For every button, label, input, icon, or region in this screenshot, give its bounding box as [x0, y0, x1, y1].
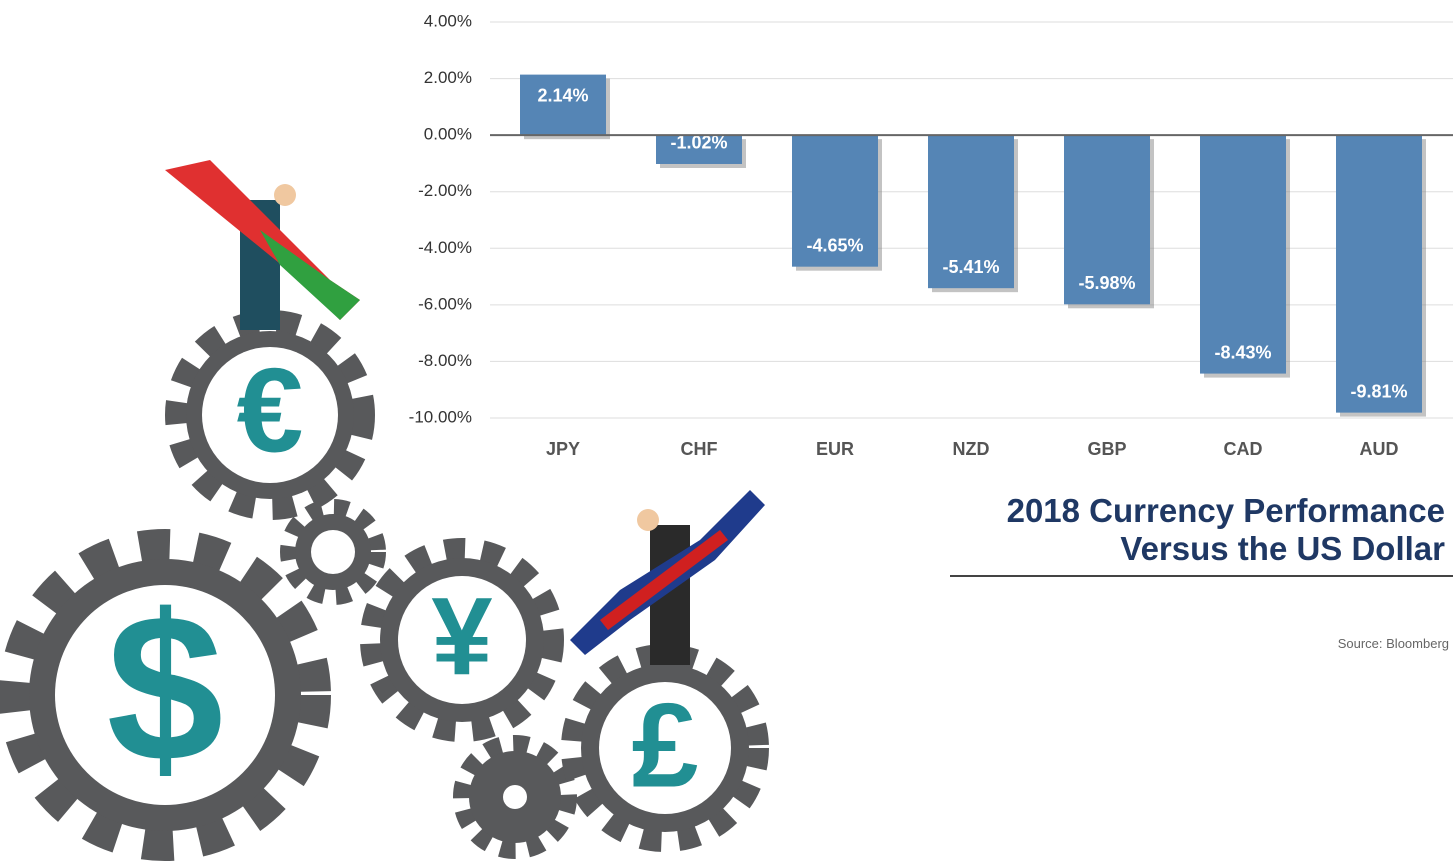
data-label: -4.65% — [806, 235, 863, 255]
data-label: 2.14% — [537, 85, 588, 105]
x-tick-label: CHF — [681, 439, 718, 459]
gear-symbol: ¥ — [431, 575, 492, 698]
x-tick-label: GBP — [1087, 439, 1126, 459]
bar — [1200, 135, 1286, 373]
y-tick-label: -6.00% — [418, 294, 472, 313]
chart: 4.00% 2.00% 0.00% -2.00% -4.00% -6.00% -8.00% -… — [0, 0, 1453, 867]
data-label: -8.43% — [1214, 342, 1271, 362]
y-tick-label: -4.00% — [418, 238, 472, 257]
gear-symbol: € — [237, 344, 304, 478]
x-tick-label: CAD — [1224, 439, 1263, 459]
y-tick-label: 4.00% — [424, 11, 472, 30]
x-tick-label: JPY — [546, 439, 580, 459]
y-tick-label: -2.00% — [418, 181, 472, 200]
chart-title: 2018 Currency Performance Versus the US … — [925, 492, 1445, 568]
y-tick-label: 0.00% — [424, 125, 472, 144]
gear-symbol: $ — [107, 570, 224, 805]
y-tick-label: -8.00% — [418, 351, 472, 370]
page: 4.00% 2.00% 0.00% -2.00% -4.00% -6.00% -8.00% -… — [0, 0, 1453, 867]
source: Source: Bloomberg — [1338, 636, 1449, 651]
data-label: -5.98% — [1078, 273, 1135, 293]
data-label: -9.81% — [1350, 381, 1407, 401]
illustration: € $ ¥ £ — [17, 160, 765, 849]
y-tick-label: -10.00% — [409, 407, 472, 426]
x-tick-label: AUD — [1360, 439, 1399, 459]
y-tick-label: 2.00% — [424, 68, 472, 87]
x-tick-label: NZD — [953, 439, 990, 459]
gear-symbol: £ — [632, 679, 699, 813]
x-tick-label: EUR — [816, 439, 854, 459]
bar — [1336, 135, 1422, 412]
data-label: -5.41% — [942, 257, 999, 277]
